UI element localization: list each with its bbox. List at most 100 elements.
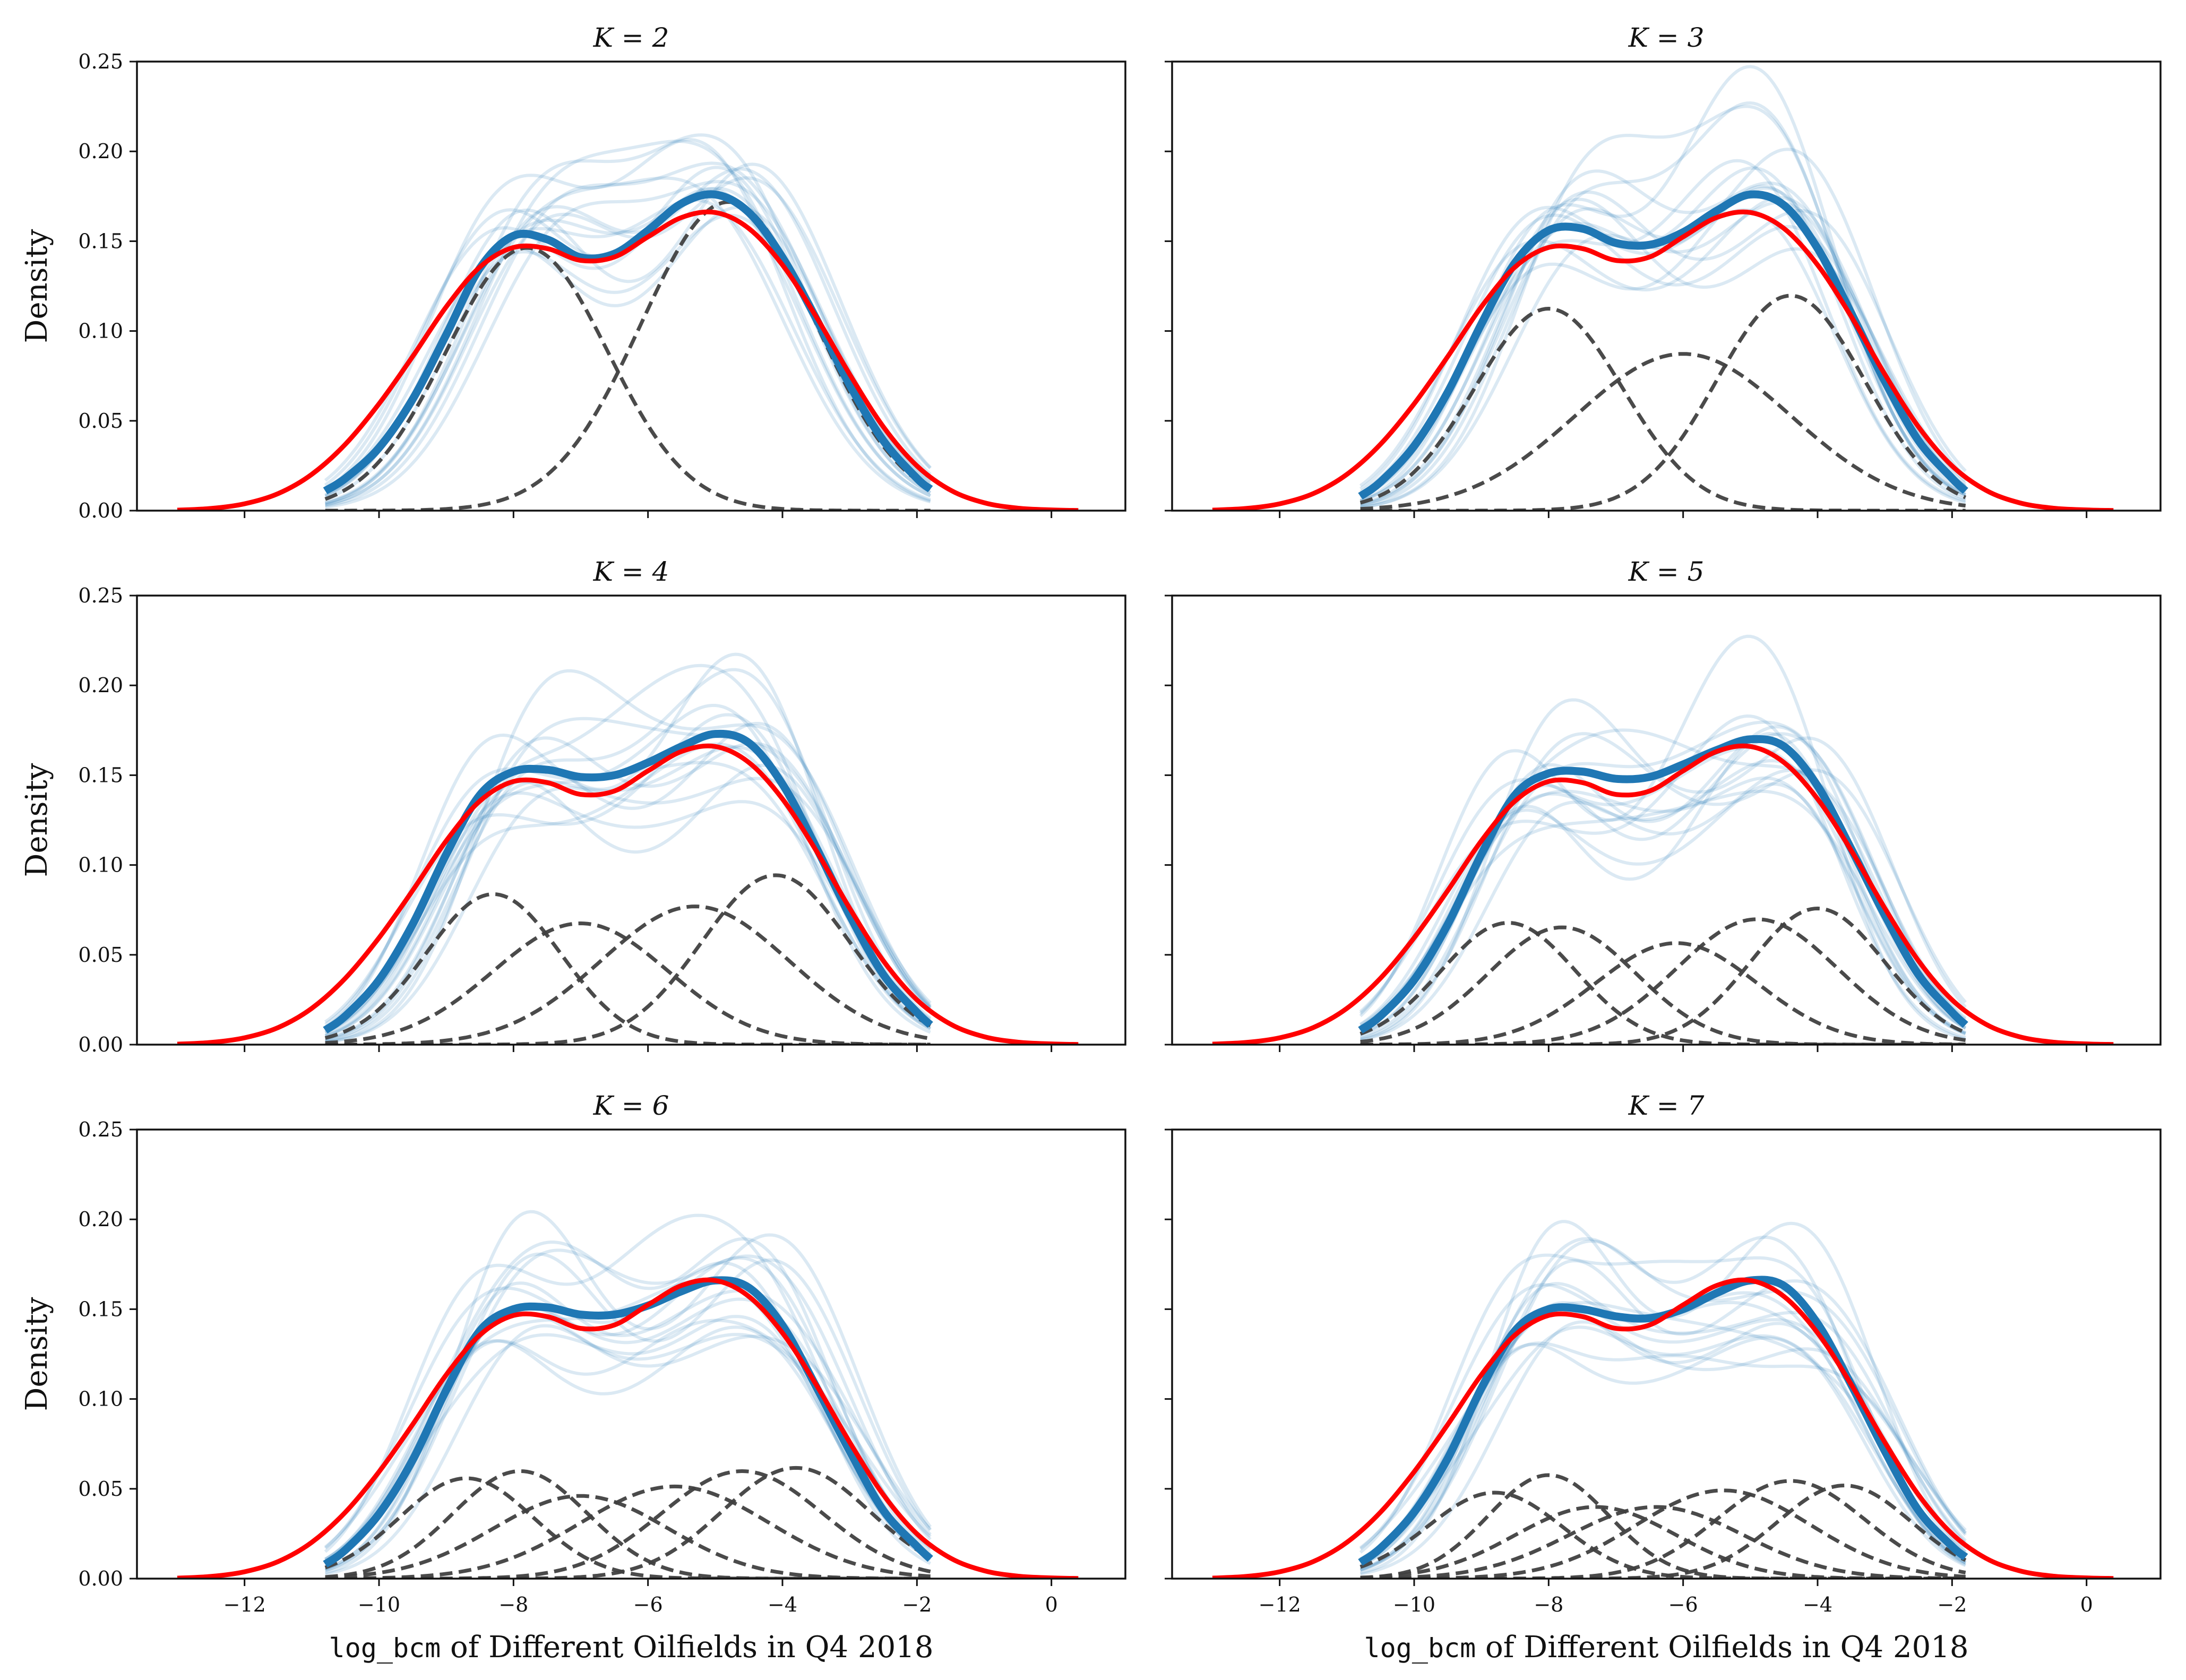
component-curve-5 [325,1469,931,1579]
panel-title: K = 4 [593,556,669,587]
true-density-curve [1212,1277,2114,1579]
posterior-sample-curve [325,176,932,506]
posterior-sample-curve [324,167,932,505]
posterior-sample-curve [1360,1320,1967,1576]
y-tick-label: 0.00 [78,1567,123,1590]
x-tick-label: −2 [902,1593,932,1616]
mean-posterior-curve [323,1276,933,1568]
plot-frame [1171,1128,2162,1580]
component-curve-2 [325,1469,931,1579]
panel-5: K = 6 0.00 0.05 0.10 0.15 0.20 0.25 −12 −10 −8 −6 −… [20,1090,1126,1665]
y-tick-label: 0.20 [78,140,123,163]
x-tick-label: −10 [358,1593,400,1616]
panel-2: K = 3 [1165,22,2162,518]
component-curve-1 [324,1476,931,1579]
posterior-sample-curve [325,161,932,508]
y-tick-label: 0.05 [78,409,123,433]
component-curve-1 [324,892,931,1045]
posterior-sample-curve [1359,1259,1967,1572]
true-density-curve [177,209,1079,511]
panel-4: K = 5 [1165,556,2162,1052]
posterior-sample-curve [1360,1220,1967,1575]
posterior-sample-curve [1360,769,1967,1042]
component-curve-7 [1360,1483,1967,1579]
component-curve-5 [1360,1488,1966,1579]
y-tick-label: 0.10 [78,1388,123,1411]
x-tick-label: 0 [2080,1593,2093,1616]
posterior-sample-curve [1359,1239,1967,1572]
panel-1: K = 2 0.00 0.05 0.10 0.15 0.20 0.25 Density [20,22,1126,522]
mean-posterior-curve [1358,190,1968,500]
x-tick-label: −6 [633,1593,663,1616]
y-tick-label: 0.15 [78,1297,123,1321]
x-tick-label: −4 [1803,1593,1832,1616]
panel-6: K = 7 −12 −10 −8 −6 −4 −2 0 log_bcm of Different… [1165,1090,2162,1665]
posterior-sample-curve [324,722,932,1040]
posterior-sample-curve [1359,782,1966,1036]
component-curve-4 [1360,1505,1966,1579]
component-curve-4 [325,1484,931,1579]
y-tick-label: 0.20 [78,1208,123,1231]
mean-posterior-curve [323,190,933,495]
posterior-sample-curve [324,1210,932,1574]
posterior-sample-curve [324,1256,932,1571]
y-tick-label: 0.15 [78,229,123,253]
x-tick-label: −8 [1534,1593,1563,1616]
component-curve-3 [325,1494,931,1579]
posterior-sample-curve [324,652,932,1029]
posterior-sample-curve [1359,714,1966,1039]
x-tick-label: −6 [1668,1593,1698,1616]
posterior-sample-curve [325,669,932,1044]
panel-title: K = 3 [1628,22,1705,53]
posterior-sample-curve [324,704,931,1034]
x-axis-label: log_bcm of Different Oilfields in Q4 201… [1364,1630,1969,1665]
mean-posterior-curve [1358,735,1968,1034]
plot-frame [1171,595,2162,1046]
posterior-sample-curve [1359,213,1967,494]
plot-frame [1171,61,2162,512]
component-curve-3 [1360,941,1966,1045]
y-tick-label: 0.15 [78,763,123,787]
posterior-sample-curve [1359,731,1966,1034]
y-tick-label: 0.25 [78,1118,123,1141]
mean-posterior-curve [323,729,933,1034]
y-tick-label: 0.05 [78,943,123,967]
component-curve-1 [1359,920,1966,1045]
posterior-sample-curve [324,745,932,1038]
posterior-sample-curve [325,1324,932,1576]
x-tick-label: −8 [498,1593,528,1616]
posterior-sample-curve [324,137,931,503]
panel-3: K = 4 0.00 0.05 0.10 0.15 0.20 0.25 Density [20,556,1126,1056]
y-tick-label: 0.00 [78,1033,123,1056]
y-axis-label: Density [20,1297,54,1411]
posterior-sample-curve [325,777,932,1044]
component-curve-2 [1360,352,1966,511]
posterior-sample-curve [1359,745,1966,1035]
component-curve-5 [1360,906,1967,1045]
y-tick-label: 0.25 [78,584,123,607]
y-axis-label: Density [20,763,54,877]
panel-title: K = 7 [1628,1090,1705,1121]
posterior-sample-curve [324,1278,932,1561]
posterior-sample-curve [324,187,931,497]
x-tick-label: −10 [1393,1593,1435,1616]
posterior-sample-curve [325,717,932,1043]
posterior-sample-curve [325,140,931,506]
component-curve-3 [1360,294,1967,511]
x-axis-label: log_bcm of Different Oilfields in Q4 201… [329,1630,934,1665]
component-curve-2 [325,921,931,1045]
y-tick-label: 0.25 [78,50,123,73]
component-curve-1 [1359,306,1966,511]
plot-frame [136,595,1126,1046]
posterior-sample-curve [324,763,932,1037]
y-axis-label: Density [20,229,54,343]
posterior-sample-curve [324,742,932,1033]
true-density-curve [1212,743,2114,1045]
posterior-sample-curve [324,1252,932,1572]
posterior-sample-curve [1359,720,1967,1039]
panel-title: K = 2 [593,22,669,53]
posterior-sample-curve [325,668,932,1042]
true-density-curve [1212,209,2114,511]
x-tick-label: −12 [1259,1593,1301,1616]
posterior-sample-curve [324,1237,932,1563]
